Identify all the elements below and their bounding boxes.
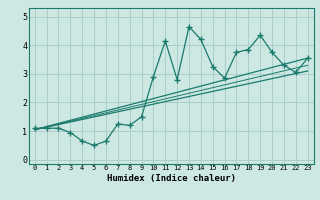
X-axis label: Humidex (Indice chaleur): Humidex (Indice chaleur)	[107, 174, 236, 183]
